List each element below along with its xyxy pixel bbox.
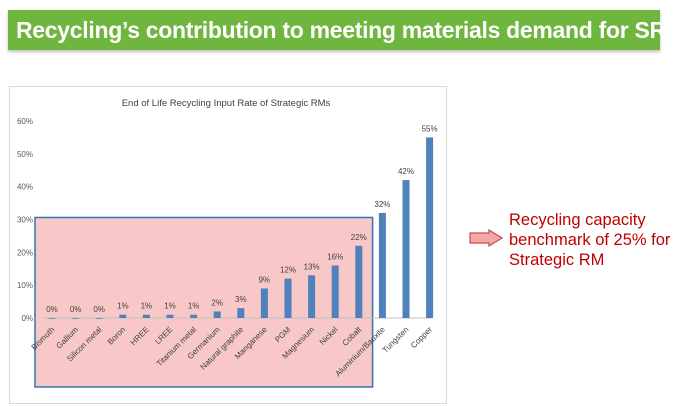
data-label: 3%	[235, 295, 247, 304]
bar	[142, 314, 150, 318]
data-label: 0%	[93, 305, 105, 314]
data-label: 1%	[117, 302, 129, 311]
bar	[95, 318, 103, 319]
data-label: 2%	[211, 298, 223, 307]
data-label: 1%	[164, 302, 176, 311]
data-label: 42%	[398, 167, 414, 176]
bar	[48, 318, 56, 319]
y-tick-label: 20%	[17, 248, 33, 257]
y-tick-label: 30%	[17, 216, 33, 225]
y-tick-label: 0%	[21, 314, 33, 323]
data-label: 1%	[188, 302, 200, 311]
bar	[402, 180, 410, 318]
bar	[72, 318, 80, 319]
data-label: 0%	[70, 305, 82, 314]
data-label: 55%	[422, 124, 438, 133]
right-arrow-icon	[469, 229, 503, 247]
data-label: 32%	[374, 200, 390, 209]
bar	[331, 265, 339, 318]
bar	[355, 245, 363, 318]
data-label: 12%	[280, 266, 296, 275]
category-label: Tungsten	[381, 325, 411, 355]
data-label: 16%	[327, 252, 343, 261]
data-labels: 0% 0% 0% 1% 1% 1% 1% 2% 3% 9% 12% 13% 16% 22% 32% 42% 55…	[46, 124, 437, 314]
bar	[378, 212, 386, 318]
bar	[284, 278, 292, 318]
bars	[48, 137, 434, 319]
benchmark-annotation: Recycling capacity benchmark of 25% for …	[509, 211, 671, 269]
category-label: Copper	[409, 325, 434, 350]
highlight-box	[34, 216, 374, 388]
data-label: 1%	[141, 302, 153, 311]
bar	[166, 314, 174, 318]
data-label: 22%	[351, 233, 367, 242]
bar	[119, 314, 127, 318]
bar	[237, 308, 245, 318]
data-label: 9%	[259, 275, 271, 284]
y-tick-label: 40%	[17, 183, 33, 192]
y-tick-label: 10%	[17, 281, 33, 290]
data-label: 0%	[46, 305, 58, 314]
bar	[308, 275, 316, 318]
page-title: Recycling’s contribution to meeting mate…	[16, 16, 685, 43]
y-tick-label: 60%	[17, 117, 33, 126]
bar	[213, 311, 221, 318]
bar	[426, 137, 434, 318]
y-axis-ticks: 0% 10% 20% 30% 40% 50% 60%	[17, 117, 33, 323]
data-label: 13%	[304, 262, 320, 271]
title-banner: Recycling’s contribution to meeting mate…	[8, 10, 685, 50]
bar	[260, 288, 268, 318]
bar	[190, 314, 198, 318]
y-tick-label: 50%	[17, 150, 33, 159]
chart-title: End of Life Recycling Input Rate of Stra…	[122, 98, 331, 109]
